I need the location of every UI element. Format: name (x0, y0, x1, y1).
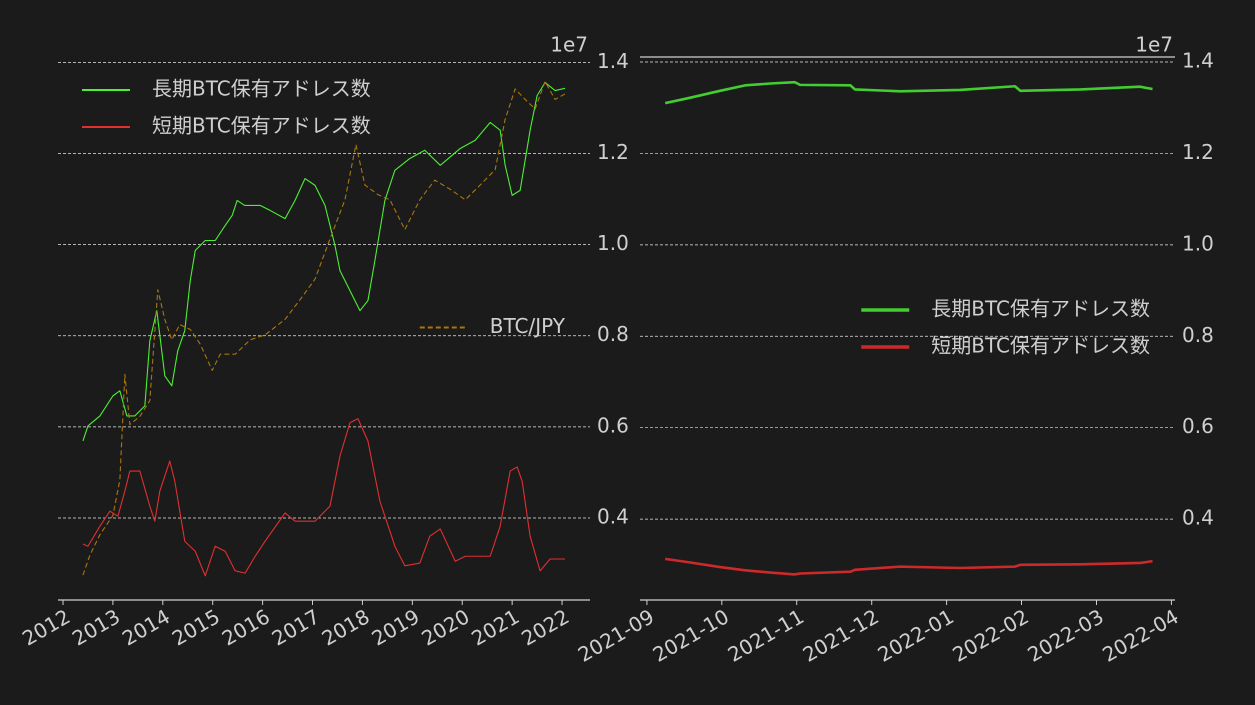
legend-label: 短期BTC保有アドレス数 (931, 334, 1150, 358)
x-tick-label: 2022-02 (948, 604, 1032, 667)
series-line (82, 418, 566, 577)
y-tick-label: 0.6 (1182, 414, 1214, 438)
x-tick-label: 2021-09 (574, 604, 658, 667)
x-tick-label: 2017 (268, 604, 324, 650)
y-tick-label: 0.6 (597, 413, 629, 437)
x-tick-label: 2015 (168, 604, 224, 650)
x-tick-label: 2018 (318, 604, 374, 650)
x-tick-label: 2021-12 (799, 604, 883, 667)
y-tick-label: 0.4 (1182, 506, 1214, 530)
x-tick-label: 2016 (218, 604, 274, 650)
x-tick-label: 2014 (118, 604, 174, 650)
series-line (664, 557, 1153, 576)
x-tick-label: 2012 (18, 604, 74, 650)
x-tick-label: 2022-04 (1098, 604, 1182, 667)
legend-label: BTC/JPY (490, 314, 566, 338)
y-tick-label: 0.8 (597, 322, 629, 346)
y-tick-label: 1.4 (597, 49, 629, 73)
series-line (82, 81, 566, 442)
x-tick-label: 2019 (367, 604, 423, 650)
y-tick-label: 1.0 (597, 231, 629, 255)
y-tick-label: 1.4 (1182, 49, 1214, 73)
x-tick-label: 2021-10 (649, 604, 733, 667)
series-line (664, 80, 1153, 105)
y-offset-label: 1e7 (1135, 33, 1173, 57)
y-tick-label: 1.2 (1182, 140, 1214, 164)
legend-label: 長期BTC保有アドレス数 (152, 77, 371, 101)
x-tick-label: 2021 (467, 604, 523, 650)
y-tick-label: 0.4 (597, 504, 629, 528)
legend-label: 長期BTC保有アドレス数 (931, 297, 1150, 321)
x-tick-label: 2022-03 (1023, 604, 1107, 667)
x-tick-label: 2021-11 (724, 604, 808, 667)
y-tick-label: 1.0 (1182, 231, 1214, 255)
y-offset-label: 1e7 (550, 33, 588, 57)
y-tick-label: 1.2 (597, 140, 629, 164)
legend-label: 短期BTC保有アドレス数 (152, 114, 371, 138)
x-tick-label: 2022-01 (873, 604, 957, 667)
y-tick-label: 0.8 (1182, 323, 1214, 347)
x-tick-label: 2022 (517, 604, 573, 650)
x-tick-label: 2013 (68, 604, 124, 650)
x-tick-label: 2020 (417, 604, 473, 650)
series-line (82, 81, 566, 576)
